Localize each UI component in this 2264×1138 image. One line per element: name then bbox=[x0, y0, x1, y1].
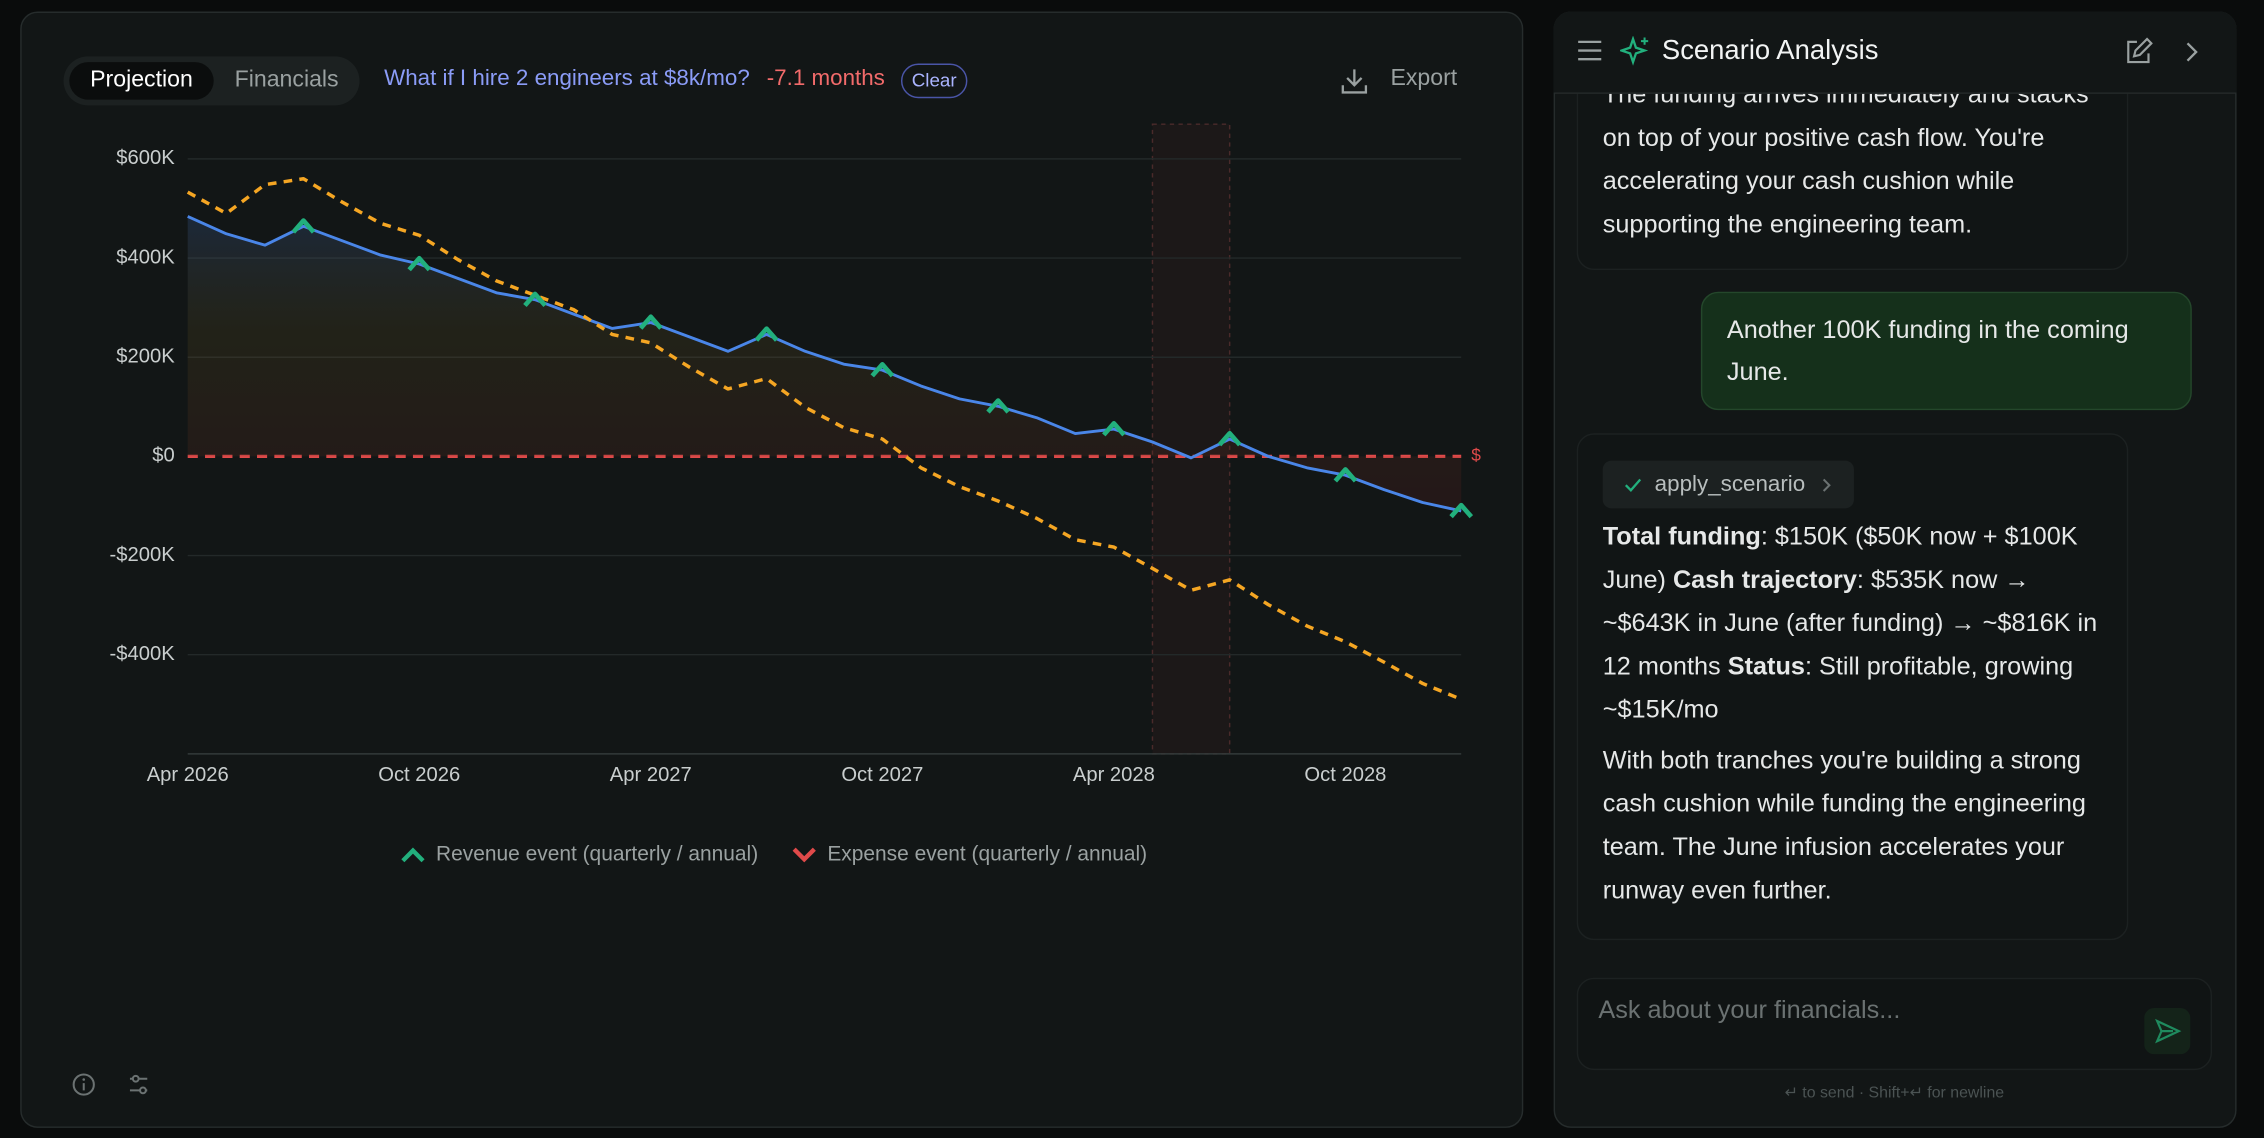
revenue-event bbox=[986, 398, 1010, 414]
paragraph: With both tranches you're building a str… bbox=[1603, 738, 2103, 911]
legend-symbol bbox=[792, 847, 816, 863]
check-icon bbox=[1624, 477, 1642, 492]
revenue-event bbox=[523, 291, 547, 308]
series-area bbox=[187, 216, 1462, 511]
chat-header: Scenario Analysis bbox=[1553, 11, 2237, 94]
input-placeholder: Ask about your financials... bbox=[1598, 995, 1901, 1024]
x-tick-label: Oct 2027 bbox=[841, 764, 923, 786]
paragraph: The funding arrives immediately and stac… bbox=[1603, 94, 2103, 246]
tab[interactable]: Financials bbox=[234, 67, 339, 93]
user-message: Another 100K funding in the coming June. bbox=[1700, 291, 2192, 411]
bold-text: Cash trajectory bbox=[1672, 564, 1857, 594]
tool-chip[interactable]: apply_scenario bbox=[1602, 460, 1855, 509]
revenue-event bbox=[870, 362, 895, 378]
tab-active[interactable]: Projection bbox=[69, 62, 214, 100]
chevron-icon bbox=[1823, 478, 1832, 492]
y-tick-label: $200K bbox=[116, 346, 175, 368]
text: : $150K ($50K now + $100K June) bbox=[1602, 521, 2078, 594]
y-tick-label: $600K bbox=[116, 147, 175, 169]
chat-panel: The funding arrives immediately and stac… bbox=[1553, 11, 2237, 1128]
tool-name: apply_scenario bbox=[1654, 471, 1806, 497]
x-tick-label: Apr 2028 bbox=[1073, 764, 1155, 786]
legend-label: Expense event (quarterly / annual) bbox=[827, 842, 1147, 865]
revenue-event bbox=[754, 326, 779, 342]
revenue-event bbox=[1102, 421, 1126, 437]
export-button[interactable]: Export bbox=[1390, 66, 1458, 91]
input-hint: ↵ to send · Shift+↵ for newline bbox=[1784, 1084, 2005, 1102]
clear-button[interactable]: Clear bbox=[900, 63, 968, 99]
sparkle-icon bbox=[1620, 36, 1649, 66]
series-line bbox=[186, 177, 1462, 701]
assistant-message: The funding arrives immediately and stac… bbox=[1576, 93, 2129, 271]
y-tick-label: -$200K bbox=[110, 544, 176, 566]
legend-symbol bbox=[401, 847, 425, 863]
y-tick-label: -$400K bbox=[110, 643, 176, 665]
x-tick-label: Apr 2027 bbox=[610, 764, 692, 786]
chat-messages: The funding arrives immediately and stac… bbox=[1555, 93, 2235, 963]
send-button[interactable] bbox=[2144, 1008, 2191, 1055]
chart-panel bbox=[20, 11, 1524, 1128]
revenue-event bbox=[638, 314, 663, 330]
collapse-icon[interactable] bbox=[2183, 40, 2200, 63]
y-tick-label: $400K bbox=[116, 246, 175, 268]
bold-text: Status bbox=[1727, 651, 1805, 681]
revenue-event bbox=[407, 255, 432, 272]
highlight-band bbox=[1151, 123, 1231, 755]
bold-text: Total funding bbox=[1602, 521, 1761, 551]
text: : $535K now → ~$643K in June (after fund… bbox=[1602, 564, 2098, 681]
chat-input[interactable]: Ask about your financials... bbox=[1576, 977, 2213, 1071]
revenue-event bbox=[1217, 430, 1242, 447]
text: The funding arrives immediately and stac… bbox=[1602, 93, 2089, 239]
text: With both tranches you're building a str… bbox=[1602, 745, 2086, 905]
menu-icon[interactable] bbox=[1577, 39, 1603, 62]
assistant-message: apply_scenario Total funding: $150K ($50… bbox=[1576, 433, 2129, 941]
export-icon[interactable] bbox=[1340, 66, 1369, 95]
revenue-event bbox=[291, 218, 316, 234]
scenario-delta: -7.1 months bbox=[766, 66, 885, 91]
revenue-event bbox=[1333, 467, 1358, 483]
series-line bbox=[187, 215, 1462, 513]
footer-icons bbox=[72, 1073, 148, 1096]
x-tick-label: Apr 2026 bbox=[147, 764, 229, 786]
chat-title: Scenario Analysis bbox=[1661, 36, 1879, 67]
paragraph: Total funding: $150K ($50K now + $100K J… bbox=[1603, 514, 2103, 731]
y-tick-label: $0 bbox=[152, 445, 174, 467]
legend-label: Revenue event (quarterly / annual) bbox=[436, 842, 758, 865]
edit-icon[interactable] bbox=[2124, 37, 2153, 67]
tab-group: Projection Financials bbox=[63, 56, 360, 106]
x-tick-label: Oct 2028 bbox=[1304, 764, 1386, 786]
text: : Still profitable, growing ~$15K/mo bbox=[1602, 651, 2074, 724]
scenario-query: What if I hire 2 engineers at $8k/mo? bbox=[384, 66, 750, 91]
zero-line-label: $ bbox=[1471, 445, 1481, 465]
revenue-event bbox=[1449, 502, 1474, 519]
x-tick-label: Oct 2026 bbox=[378, 764, 460, 786]
